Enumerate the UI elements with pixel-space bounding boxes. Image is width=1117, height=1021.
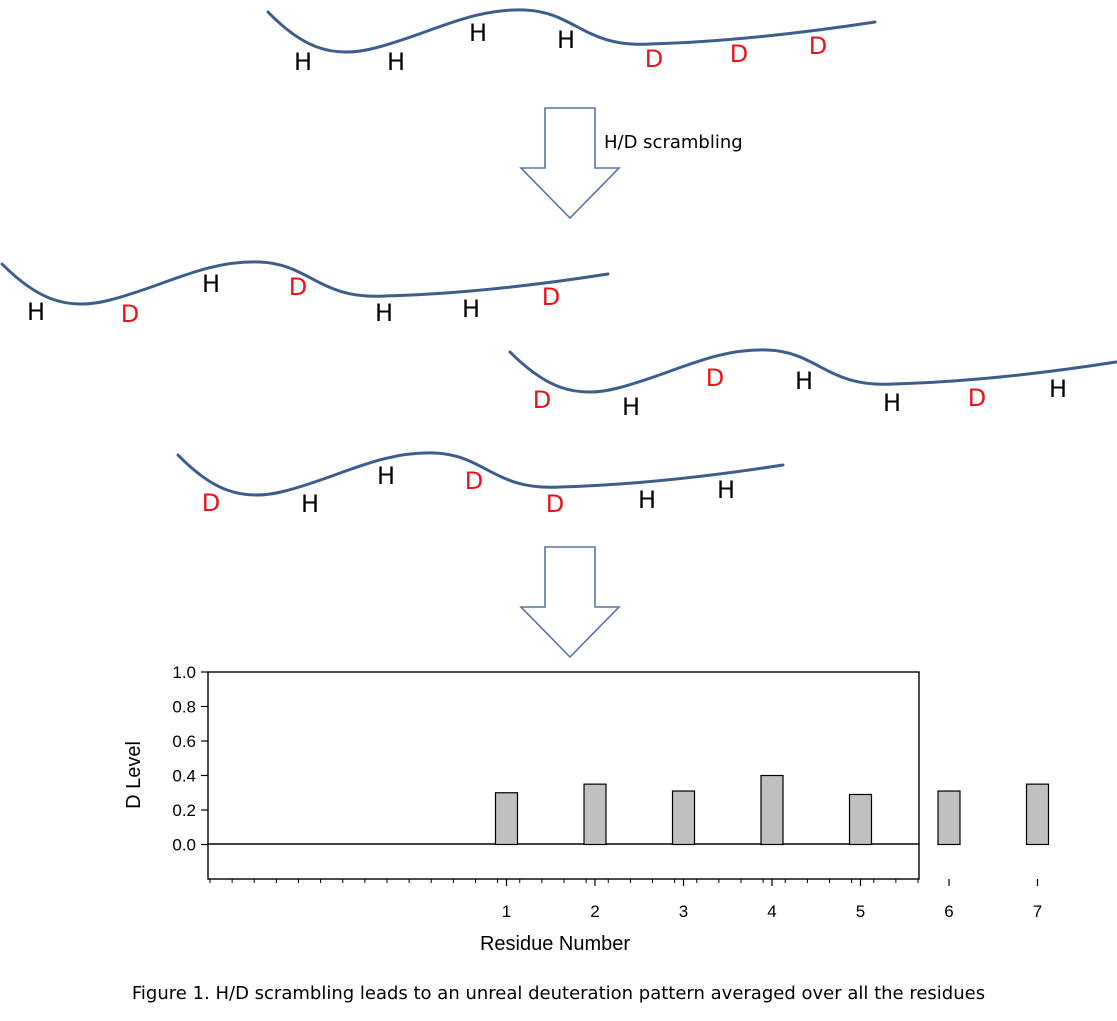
x-axis: 1 2 3 4 5 6 7 <box>209 879 1042 921</box>
deuterium-label: D <box>645 45 663 73</box>
hydrogen-label: H <box>557 26 575 54</box>
deuterium-label: D <box>730 40 748 68</box>
y-axis: 1.0 0.8 0.6 0.4 0.2 0.0 <box>172 663 208 855</box>
hydrogen-label: H <box>462 295 480 323</box>
peptide-strand <box>0 260 610 306</box>
scrambling-arrow: H/D scrambling <box>519 107 743 220</box>
hydrogen-label: H <box>717 476 735 504</box>
peptide-strand <box>176 451 785 497</box>
bar <box>937 790 961 846</box>
hydrogen-label: H <box>294 48 312 76</box>
hydrogen-label: H <box>202 270 220 298</box>
y-tick-label: 0.4 <box>172 767 196 786</box>
bar <box>1025 783 1050 846</box>
molecule-scrambled-1: H D H D H H D <box>0 260 610 328</box>
down-arrow-icon <box>519 546 621 659</box>
deuterium-label: D <box>546 490 564 518</box>
x-tick-label: 5 <box>856 902 865 921</box>
plot-frame <box>207 671 920 880</box>
hydrogen-label: H <box>638 486 656 514</box>
bar <box>583 783 607 846</box>
bar <box>671 790 696 846</box>
y-tick-label: 0.6 <box>172 732 196 751</box>
d-level-bar-chart: 1.0 0.8 0.6 0.4 0.2 0.0 1 2 3 4 5 6 7 D Level Resid… <box>123 663 1050 955</box>
deuterium-label: D <box>289 273 307 301</box>
deuterium-label: D <box>202 489 220 517</box>
hydrogen-label: H <box>377 462 395 490</box>
deuterium-label: D <box>968 384 986 412</box>
x-tick-label: 7 <box>1033 902 1042 921</box>
down-arrow-icon <box>519 107 621 220</box>
x-tick-label: 6 <box>944 902 953 921</box>
molecule-original: H H H H D D D <box>266 8 877 76</box>
hydrogen-label: H <box>27 298 45 326</box>
y-tick-label: 1.0 <box>172 663 196 682</box>
y-axis-title: D Level <box>123 741 145 809</box>
bar <box>848 793 873 846</box>
y-tick-label: 0.8 <box>172 698 196 717</box>
hydrogen-label: H <box>469 19 487 47</box>
deuterium-label: D <box>809 32 827 60</box>
deuterium-label: D <box>465 467 483 495</box>
scrambling-arrow-label: H/D scrambling <box>604 132 743 153</box>
hydrogen-label: H <box>375 299 393 327</box>
molecule-scrambled-3: D H H D D H H <box>176 451 785 518</box>
hydrogen-label: H <box>387 48 405 76</box>
hydrogen-label: H <box>795 367 813 395</box>
bar <box>494 792 519 846</box>
scrambling-diagram: H H H H D D D H/D scrambling H D H D H H… <box>0 8 1117 955</box>
x-tick-label: 4 <box>767 902 776 921</box>
x-tick-label: 1 <box>502 902 511 921</box>
deuterium-label: D <box>121 300 139 328</box>
peptide-strand <box>508 348 1117 394</box>
deuterium-label: D <box>706 364 724 392</box>
y-tick-label: 0.2 <box>172 801 196 820</box>
x-tick-label: 2 <box>590 902 599 921</box>
x-tick-label: 3 <box>679 902 688 921</box>
hydrogen-label: H <box>883 389 901 417</box>
deuterium-label: D <box>542 283 560 311</box>
averaging-arrow <box>519 546 621 659</box>
bar-series <box>494 774 1050 846</box>
figure-caption: Figure 1. H/D scrambling leads to an unr… <box>131 983 986 1004</box>
y-tick-label: 0.0 <box>172 836 196 855</box>
bar <box>760 774 784 846</box>
molecule-scrambled-2: D H D H H D H <box>508 348 1117 421</box>
peptide-strand <box>266 8 877 54</box>
hydrogen-label: H <box>1049 375 1067 403</box>
hydrogen-label: H <box>301 490 319 518</box>
deuterium-label: D <box>533 386 551 414</box>
x-axis-title: Residue Number <box>480 933 630 955</box>
hydrogen-label: H <box>622 393 640 421</box>
